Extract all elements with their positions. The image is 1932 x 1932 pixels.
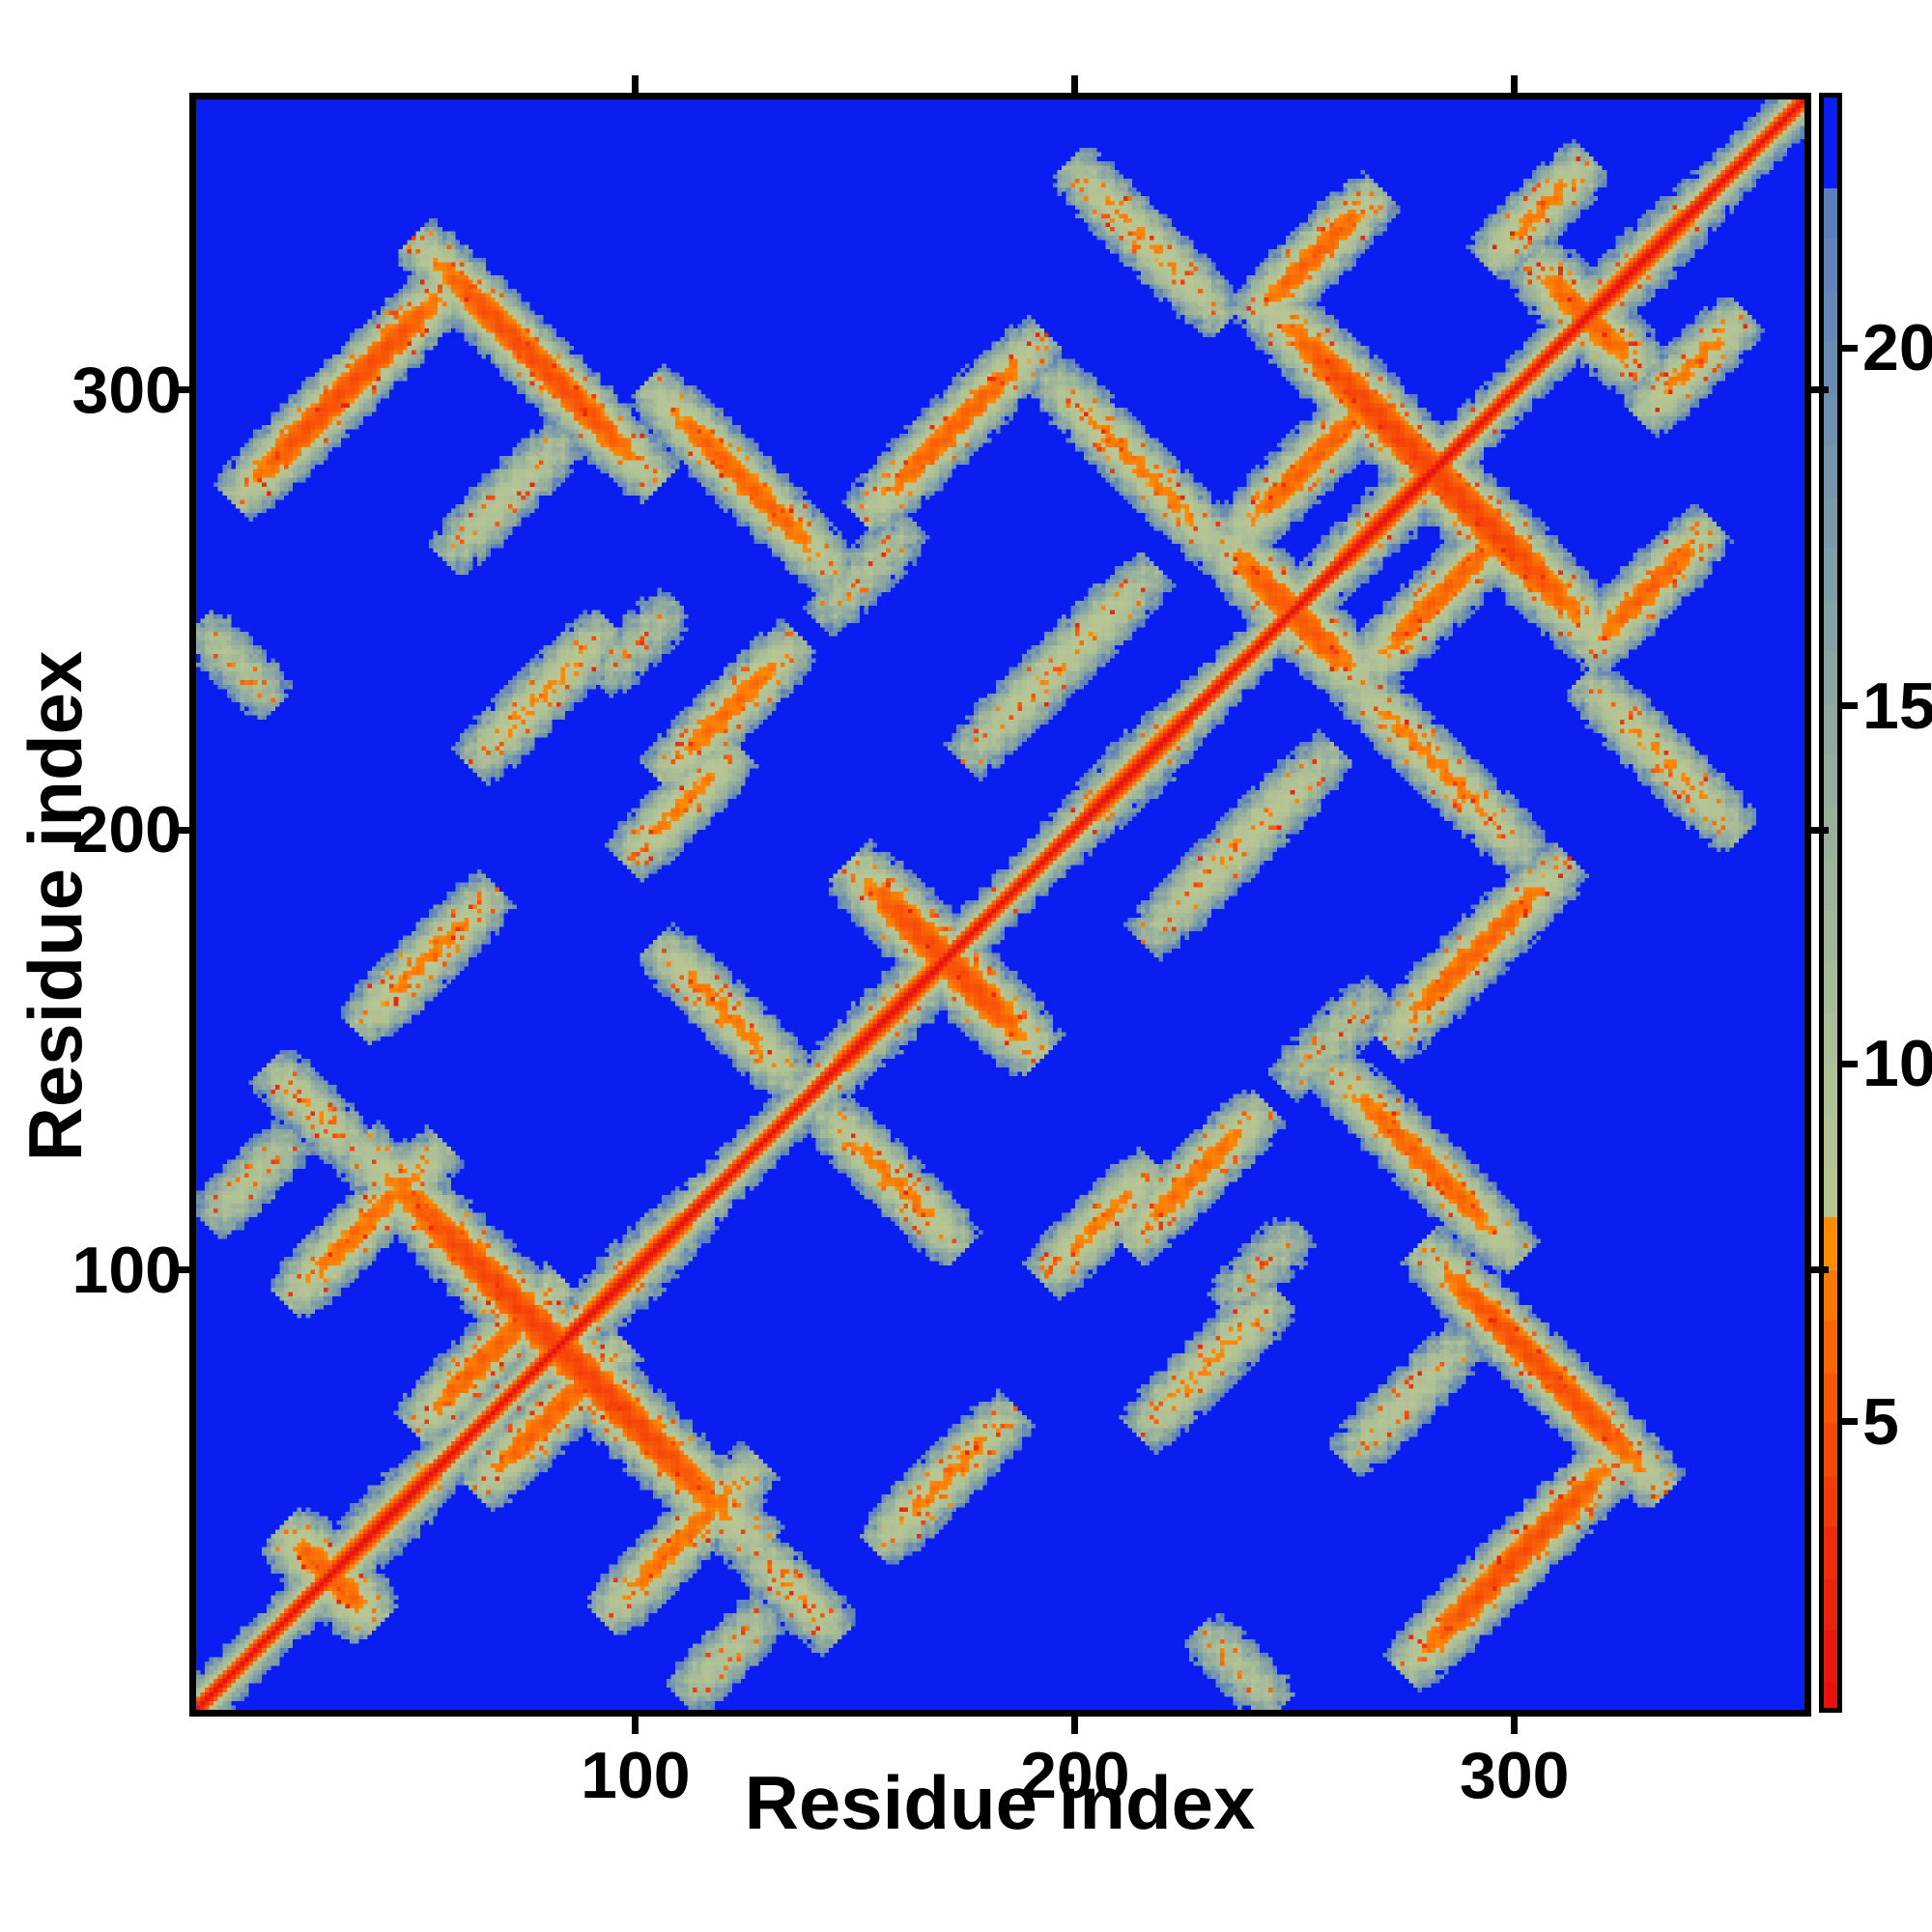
- colorbar-tick-label: 5: [1862, 1384, 1899, 1459]
- colorbar-tick-label: 20: [1862, 311, 1932, 385]
- x-tick-label: 300: [1460, 1739, 1570, 1812]
- y-tick-right: [1811, 826, 1829, 834]
- x-tick: [1511, 1717, 1519, 1734]
- y-tick-right: [1811, 386, 1829, 394]
- y-tick-label: 200: [71, 793, 182, 867]
- x-tick: [632, 1717, 639, 1734]
- plot-area: [189, 93, 1811, 1717]
- colorbar-tick: [1842, 344, 1858, 352]
- y-tick-label: 100: [71, 1233, 182, 1307]
- y-tick-right: [1811, 1266, 1829, 1274]
- y-tick: [172, 386, 189, 394]
- colorbar-tick-label: 10: [1862, 1027, 1932, 1101]
- x-tick-top: [1071, 75, 1079, 93]
- x-tick-top: [632, 75, 639, 93]
- colorbar-tick: [1842, 1060, 1858, 1067]
- x-axis-label: Residue index: [744, 1760, 1256, 1845]
- x-tick-label: 200: [1020, 1739, 1130, 1812]
- colorbar-tick-label: 15: [1862, 668, 1932, 743]
- colorbar: [1819, 93, 1842, 1713]
- y-axis-label: Residue index: [13, 650, 98, 1162]
- colorbar-canvas: [1824, 98, 1837, 1708]
- y-tick-label: 300: [71, 353, 182, 427]
- x-tick: [1071, 1717, 1079, 1734]
- colorbar-tick: [1842, 702, 1858, 710]
- heatmap-canvas: [196, 99, 1804, 1710]
- x-tick-label: 100: [581, 1739, 691, 1812]
- colorbar-tick: [1842, 1418, 1858, 1426]
- y-tick: [172, 1266, 189, 1274]
- y-tick: [172, 826, 189, 834]
- x-tick-top: [1511, 75, 1519, 93]
